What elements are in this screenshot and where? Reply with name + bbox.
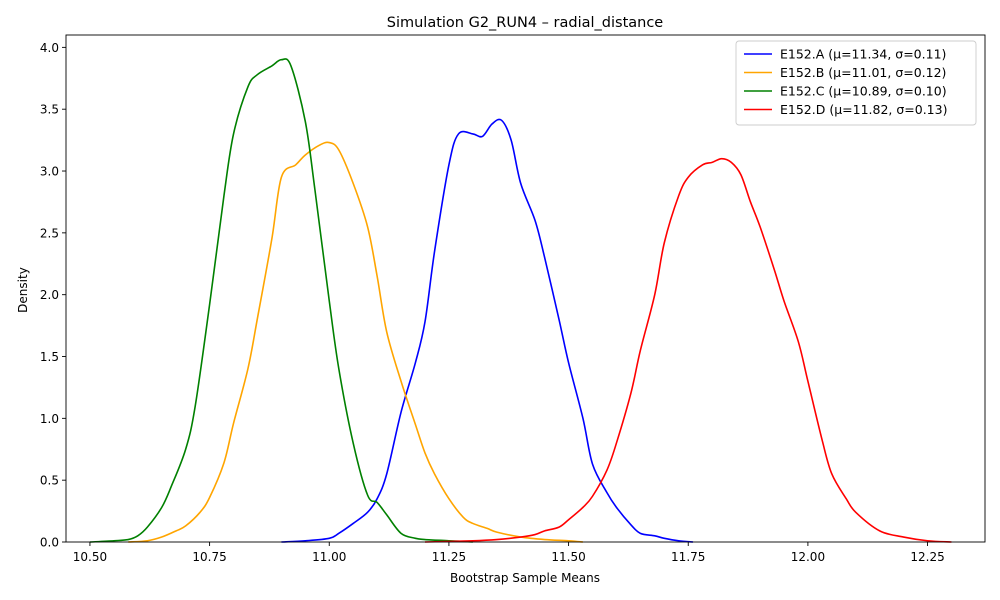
- legend-entry: E152.D (μ=11.82, σ=0.13): [780, 102, 947, 117]
- x-axis: 10.50 10.75 11.00 11.25 11.50 11.75 12.00 12.25: [73, 542, 945, 564]
- y-axis: 0.0 0.5 1.0 1.5 2.0 2.5 3.0 3.5 4.0: [40, 41, 66, 550]
- x-tick-label: 12.00: [791, 550, 825, 564]
- plot-frame: [65, 34, 986, 543]
- y-tick-label: 0.5: [40, 474, 59, 488]
- x-tick-label: 11.00: [312, 550, 346, 564]
- legend-entry: E152.B (μ=11.01, σ=0.12): [780, 65, 946, 80]
- legend-entry: E152.A (μ=11.34, σ=0.11): [780, 47, 946, 62]
- series-line-3: [89, 58, 473, 543]
- chart-title: Simulation G2_RUN4 – radial_distance: [387, 15, 664, 31]
- x-tick-label: 11.25: [432, 550, 466, 564]
- legend: E152.A (μ=11.34, σ=0.11) E152.B (μ=11.01,…: [735, 40, 977, 126]
- x-tick-label: 12.25: [910, 550, 944, 564]
- y-tick-label: 2.5: [40, 226, 59, 240]
- series-line-2: [128, 141, 584, 543]
- y-tick-label: 1.0: [40, 412, 59, 426]
- y-tick-label: 2.0: [40, 288, 59, 302]
- y-tick-label: 0.0: [40, 536, 59, 550]
- legend-entry: E152.C (μ=10.89, σ=0.10): [780, 84, 947, 99]
- x-tick-label: 11.50: [551, 550, 585, 564]
- x-tick-label: 10.50: [73, 550, 107, 564]
- y-tick-label: 1.5: [40, 350, 59, 364]
- y-tick-label: 4.0: [40, 41, 59, 55]
- x-axis-label: Bootstrap Sample Means: [450, 571, 600, 585]
- legend-box: [735, 40, 977, 126]
- y-axis-label: Density: [16, 267, 30, 313]
- plot-area: [89, 58, 952, 543]
- y-tick-label: 3.0: [40, 165, 59, 179]
- y-tick-label: 3.5: [40, 103, 59, 117]
- x-tick-label: 10.75: [192, 550, 226, 564]
- series-line-4: [424, 157, 952, 543]
- series-line-1: [281, 118, 694, 543]
- x-tick-label: 11.75: [671, 550, 705, 564]
